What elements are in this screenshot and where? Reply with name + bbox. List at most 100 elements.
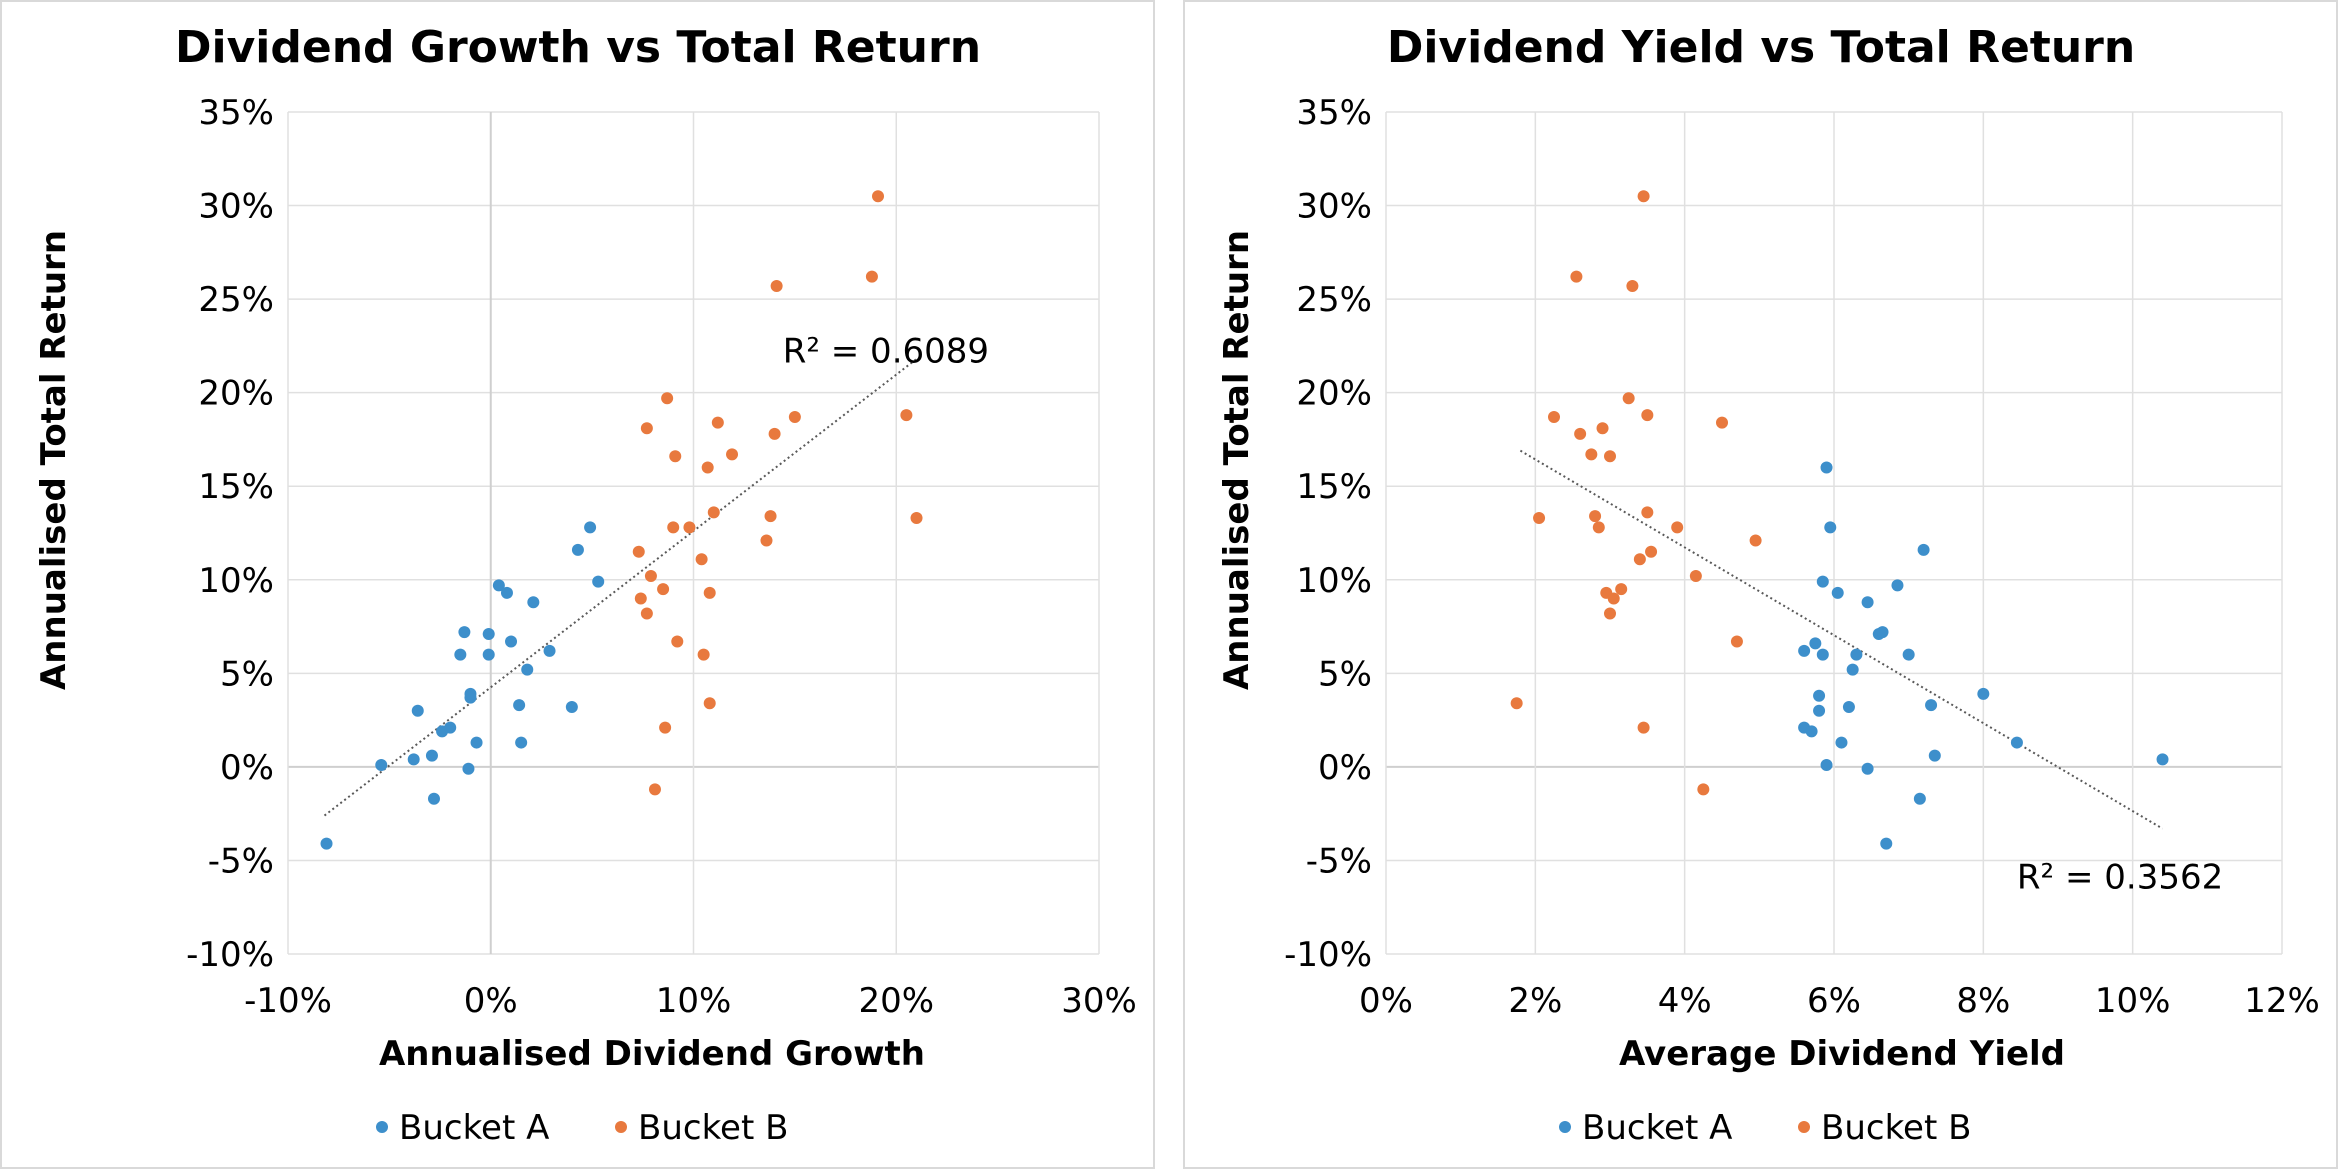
point-bucket-a: [1850, 648, 1863, 661]
point-bucket-b: [1533, 512, 1546, 525]
point-bucket-b: [1607, 592, 1620, 605]
x-tick-label: 0%: [464, 981, 518, 1021]
point-bucket-b: [764, 510, 777, 523]
point-bucket-b: [760, 534, 773, 547]
x-tick-label: 2%: [1508, 981, 1562, 1021]
point-bucket-a: [1813, 689, 1826, 702]
point-bucket-b: [768, 427, 781, 440]
point-bucket-a: [427, 792, 440, 805]
y-tick-label: 35%: [198, 93, 274, 133]
legend-label-bucket-b: Bucket B: [1821, 1108, 1971, 1148]
point-bucket-b: [701, 461, 714, 474]
point-bucket-a: [1977, 687, 1990, 700]
point-bucket-b: [900, 409, 913, 422]
point-bucket-a: [592, 575, 605, 588]
point-bucket-b: [1697, 783, 1710, 796]
point-bucket-b: [632, 545, 645, 558]
point-bucket-a: [454, 648, 467, 661]
point-bucket-a: [1816, 648, 1829, 661]
legend-marker-bucket-b: [615, 1121, 627, 1133]
x-axis-title: Annualised Dividend Growth: [379, 1034, 925, 1074]
trendline-layer: R² = 0.6089: [323, 332, 989, 817]
point-bucket-b: [1645, 545, 1658, 558]
point-bucket-a: [1835, 736, 1848, 749]
point-bucket-b: [640, 607, 653, 620]
y-tick-label: -5%: [1306, 841, 1372, 881]
y-tick-label: 10%: [198, 561, 274, 601]
point-bucket-b: [1730, 635, 1743, 648]
point-bucket-b: [703, 586, 716, 599]
x-tick-label: 10%: [656, 981, 732, 1021]
point-bucket-b: [1574, 427, 1587, 440]
point-bucket-a: [464, 687, 477, 700]
point-bucket-b: [648, 783, 661, 796]
legend: Bucket A Bucket B: [1559, 1108, 1971, 1148]
x-tick-label: -10%: [244, 981, 332, 1021]
y-tick-label: -5%: [208, 841, 274, 881]
trendline: [1519, 449, 2164, 830]
point-bucket-a: [505, 635, 518, 648]
point-bucket-a: [1820, 759, 1833, 772]
y-tick-label: 5%: [220, 654, 274, 694]
point-bucket-a: [1861, 596, 1874, 609]
point-bucket-b: [669, 450, 682, 463]
dividend-yield-chart-panel: Dividend Yield vs Total Return -10% -5% 0%…: [1183, 0, 2338, 1169]
point-bucket-a: [444, 721, 457, 734]
point-bucket-b: [707, 506, 720, 519]
point-bucket-b: [1585, 448, 1598, 461]
point-bucket-b: [1671, 521, 1684, 534]
point-bucket-b: [1637, 721, 1650, 734]
point-bucket-a: [1809, 637, 1822, 650]
legend-label-bucket-a: Bucket A: [399, 1108, 549, 1148]
x-tick-label: 8%: [1956, 981, 2010, 1021]
legend-label-bucket-b: Bucket B: [638, 1108, 788, 1148]
point-bucket-a: [407, 753, 420, 766]
point-bucket-a: [462, 762, 475, 775]
point-layer: [1510, 190, 2169, 850]
point-bucket-a: [515, 736, 528, 749]
y-tick-label: 15%: [198, 467, 274, 507]
point-bucket-b: [865, 270, 878, 283]
x-tick-label: 12%: [2244, 981, 2320, 1021]
point-bucket-b: [1570, 270, 1583, 283]
point-bucket-b: [644, 570, 657, 583]
point-bucket-b: [1641, 506, 1654, 519]
x-tick-label: 10%: [2095, 981, 2171, 1021]
point-bucket-b: [1689, 570, 1702, 583]
point-bucket-a: [425, 749, 438, 762]
tick-layer: -10% -5% 0% 5% 10% 15% 20% 25% 30% 35% -10% 0% 10% 20…: [186, 93, 1137, 1021]
x-tick-label: 4%: [1658, 981, 1712, 1021]
point-bucket-a: [1831, 586, 1844, 599]
point-bucket-b: [695, 553, 708, 566]
legend-marker-bucket-a: [376, 1121, 388, 1133]
point-bucket-a: [500, 586, 513, 599]
point-bucket-b: [1510, 697, 1523, 710]
tick-layer: -10% -5% 0% 5% 10% 15% 20% 25% 30% 35% 0% 2% 4% 6% 8% 1…: [1284, 93, 2320, 1021]
point-bucket-a: [571, 543, 584, 556]
point-bucket-b: [1615, 583, 1628, 596]
y-tick-label: 5%: [1318, 654, 1372, 694]
point-bucket-a: [1902, 648, 1915, 661]
point-bucket-a: [1913, 792, 1926, 805]
y-tick-label: 30%: [1296, 187, 1372, 227]
y-tick-label: 10%: [1296, 561, 1372, 601]
point-bucket-a: [1820, 461, 1833, 474]
y-tick-label: 20%: [1296, 374, 1372, 414]
point-bucket-b: [1548, 410, 1560, 423]
point-bucket-b: [683, 521, 696, 534]
y-tick-label: -10%: [186, 935, 274, 975]
point-bucket-a: [411, 704, 424, 717]
y-tick-label: 15%: [1296, 467, 1372, 507]
r-squared-label: R² = 0.3562: [2017, 858, 2223, 898]
point-bucket-b: [1641, 409, 1654, 422]
point-bucket-b: [697, 648, 710, 661]
point-bucket-b: [1637, 190, 1650, 203]
point-bucket-b: [788, 410, 801, 423]
point-bucket-b: [667, 521, 680, 534]
grid-layer: [287, 111, 1100, 955]
point-bucket-a: [1861, 762, 1874, 775]
point-bucket-a: [521, 663, 534, 676]
point-bucket-b: [910, 512, 923, 525]
legend: Bucket A Bucket B: [376, 1108, 788, 1148]
x-axis-title: Average Dividend Yield: [1619, 1034, 2065, 1074]
